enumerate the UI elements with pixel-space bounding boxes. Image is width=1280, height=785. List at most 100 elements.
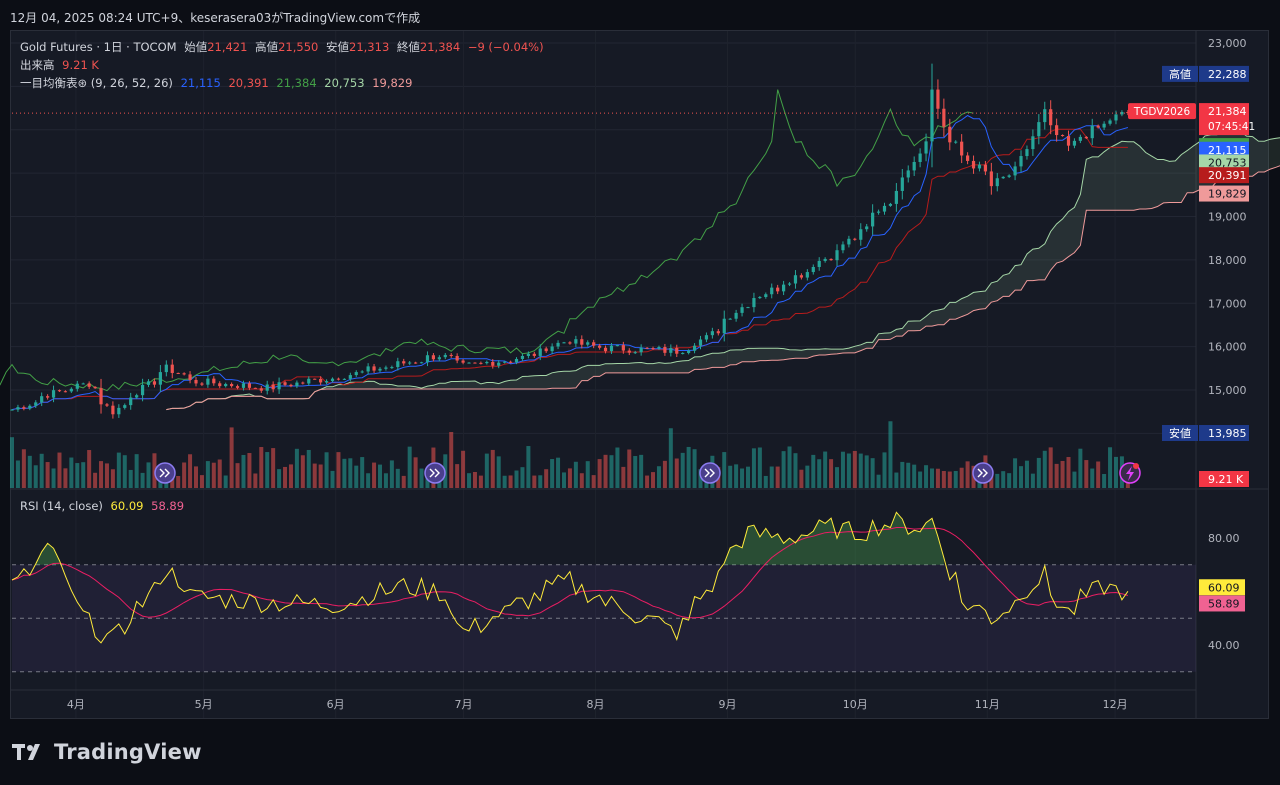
ichimoku-cloud bbox=[166, 128, 1280, 410]
rsi-label: 60.09 bbox=[1208, 581, 1240, 594]
volume-bar bbox=[259, 447, 264, 488]
event-marker-icon bbox=[699, 462, 721, 484]
price-label-box bbox=[1199, 141, 1249, 158]
candle-body bbox=[942, 108, 946, 127]
candle-body bbox=[1096, 125, 1100, 128]
volume-bar bbox=[283, 466, 288, 488]
candle-body bbox=[348, 375, 352, 379]
volume-bar bbox=[146, 462, 151, 488]
candle-body bbox=[408, 362, 412, 364]
candle-body bbox=[360, 371, 364, 373]
candle-body bbox=[793, 275, 798, 284]
event-marker-icon bbox=[154, 462, 176, 484]
candle-body bbox=[425, 355, 430, 363]
volume-bar bbox=[585, 461, 590, 488]
volume-bar bbox=[799, 469, 804, 488]
volume-bar bbox=[1113, 456, 1118, 488]
candle-body bbox=[1078, 136, 1082, 141]
volume-bar bbox=[348, 458, 353, 488]
candle-body bbox=[437, 357, 441, 360]
candle-body bbox=[621, 345, 625, 351]
price-label: 19,829 bbox=[1208, 188, 1247, 201]
volume-bar bbox=[152, 453, 157, 488]
volume-bar bbox=[306, 449, 311, 488]
volume-bar bbox=[567, 468, 572, 488]
volume-bar bbox=[745, 466, 750, 488]
volume-bar bbox=[763, 475, 768, 488]
volume-bar bbox=[455, 464, 460, 488]
candle-body bbox=[787, 283, 792, 285]
tradingview-logo-icon bbox=[12, 744, 40, 760]
volume-bar bbox=[45, 462, 50, 488]
legend-ichimoku: 一目均衡表⊛ (9, 26, 52, 26) 21,115 20,391 21,… bbox=[20, 75, 416, 91]
candle-body bbox=[645, 347, 649, 349]
price-label-box bbox=[1199, 185, 1249, 202]
volume-bar bbox=[995, 473, 1000, 488]
candle-body bbox=[663, 346, 667, 353]
candle-body bbox=[503, 361, 507, 363]
candle-body bbox=[485, 361, 489, 364]
candle-body bbox=[746, 307, 750, 309]
volume-bar bbox=[941, 471, 946, 488]
volume-bar bbox=[15, 460, 20, 488]
volume-bar bbox=[544, 469, 549, 488]
volume-bar bbox=[1072, 471, 1077, 488]
candle-body bbox=[1066, 136, 1071, 146]
candle-body bbox=[930, 89, 934, 142]
volume-bar bbox=[461, 450, 466, 488]
volume-bar bbox=[740, 468, 745, 488]
volume-bar bbox=[235, 463, 240, 488]
volume-bar bbox=[205, 461, 210, 488]
volume-bar bbox=[330, 470, 335, 488]
candle-body bbox=[111, 405, 115, 415]
candle-body bbox=[390, 367, 394, 369]
candle-body bbox=[574, 339, 578, 344]
volume-bar bbox=[265, 452, 270, 488]
volume-bar bbox=[104, 463, 109, 488]
volume-bar bbox=[579, 473, 584, 488]
candle-body bbox=[532, 353, 536, 356]
time-tick-label: 7月 bbox=[454, 698, 472, 711]
volume-bar bbox=[193, 466, 198, 488]
candle-body bbox=[1120, 112, 1124, 115]
candle-body bbox=[514, 358, 519, 363]
volume-bar bbox=[912, 464, 917, 488]
volume-bar bbox=[318, 464, 323, 488]
volume-bar bbox=[1013, 458, 1018, 488]
volume-bar bbox=[490, 449, 495, 488]
candle-body bbox=[491, 361, 495, 366]
candle-body bbox=[592, 342, 596, 346]
candle-body bbox=[212, 378, 216, 384]
price-label: 22,288 bbox=[1208, 68, 1247, 81]
legend-high: 21,550 bbox=[278, 40, 319, 54]
volume-bar bbox=[947, 471, 952, 488]
volume-bar bbox=[413, 457, 418, 488]
candle-body bbox=[983, 164, 988, 172]
candle-body bbox=[63, 391, 68, 393]
volume-bar bbox=[1102, 474, 1107, 488]
candle-body bbox=[627, 350, 631, 353]
price-label-box bbox=[1199, 471, 1249, 487]
candle-body bbox=[615, 345, 620, 347]
candle-body bbox=[865, 226, 869, 230]
volume-bar bbox=[686, 446, 691, 488]
candle-body bbox=[99, 388, 103, 405]
time-tick-label: 11月 bbox=[975, 698, 1000, 711]
candle-body bbox=[93, 386, 97, 389]
volume-bar bbox=[1084, 460, 1089, 488]
candle-body bbox=[265, 384, 269, 391]
legend-low: 21,313 bbox=[349, 40, 390, 54]
candle-body bbox=[823, 258, 827, 261]
candle-body bbox=[146, 381, 151, 385]
volume-bar bbox=[81, 462, 86, 488]
volume-bar bbox=[852, 450, 857, 488]
candle-body bbox=[152, 381, 157, 385]
candle-body bbox=[538, 348, 542, 356]
footer-brand[interactable]: TradingView bbox=[12, 740, 202, 764]
event-marker-arrow bbox=[704, 468, 715, 478]
rsi-label: 58.89 bbox=[1208, 597, 1240, 610]
volume-bar bbox=[1090, 468, 1095, 488]
volume-bar bbox=[75, 463, 80, 488]
legend-chikou: 21,384 bbox=[276, 76, 317, 90]
